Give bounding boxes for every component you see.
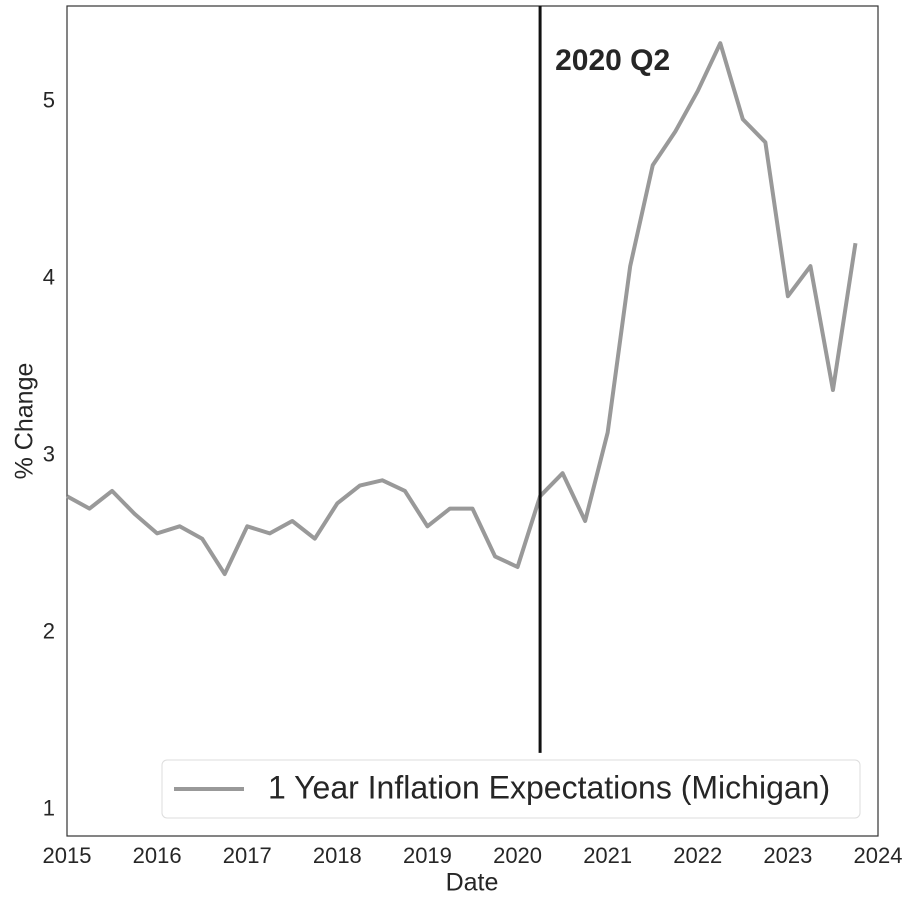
x-tick-label: 2017 <box>223 843 272 868</box>
x-tick-label: 2023 <box>763 843 812 868</box>
y-tick-label: 4 <box>43 264 55 289</box>
x-tick-label: 2024 <box>854 843 903 868</box>
x-tick-label: 2016 <box>133 843 182 868</box>
legend-box <box>161 759 861 819</box>
y-tick-label: 5 <box>43 87 55 112</box>
annotation: 2020 Q2 <box>555 44 670 77</box>
x-tick-label: 2018 <box>313 843 362 868</box>
y-tick-label: 1 <box>43 795 55 820</box>
x-axis-label: Date <box>446 869 499 897</box>
y-axis-label: % Change <box>11 363 39 480</box>
y-tick-label: 2 <box>43 618 55 643</box>
legend-label: 1 Year Inflation Expectations (Michigan) <box>268 769 830 805</box>
y-tick-label: 3 <box>43 441 55 466</box>
data-line <box>66 41 858 577</box>
x-tick-label: 2020 <box>493 843 542 868</box>
x-tick-label: 2019 <box>403 843 452 868</box>
x-tick-label: 2015 <box>43 843 92 868</box>
plot-frame <box>66 5 879 837</box>
x-tick-label: 2022 <box>673 843 722 868</box>
x-tick-label: 2021 <box>583 843 632 868</box>
